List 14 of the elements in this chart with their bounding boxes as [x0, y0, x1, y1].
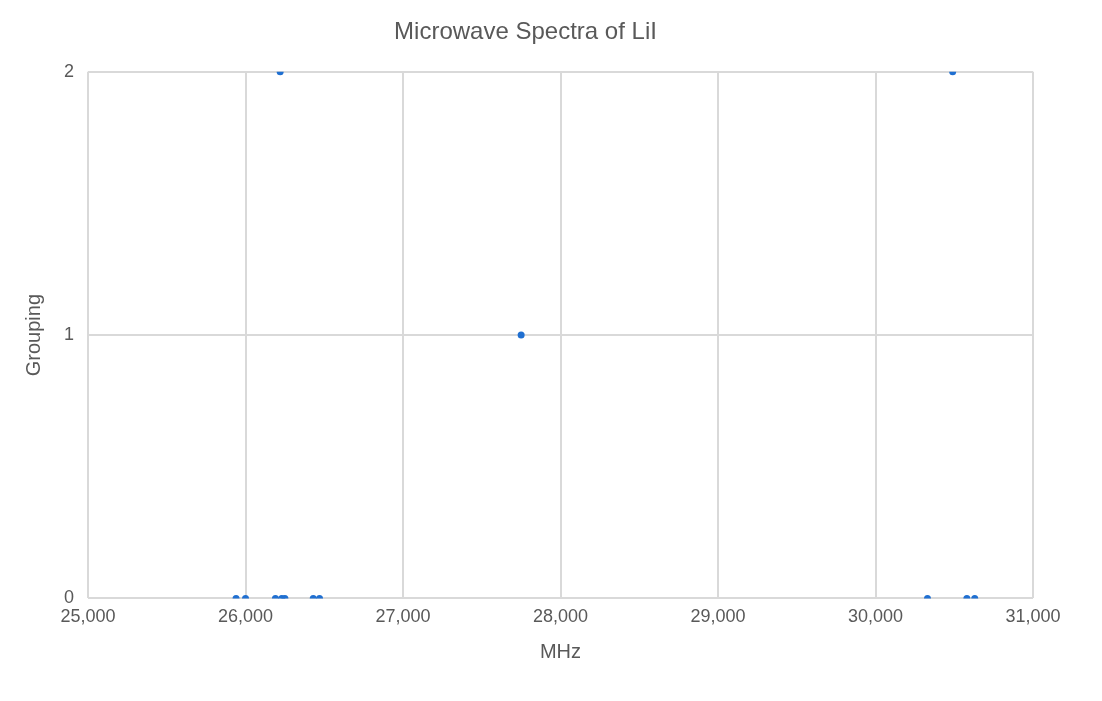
y-tick-label: 2 [64, 60, 75, 81]
x-tick-label: 29,000 [690, 606, 746, 627]
x-tick-label: 28,000 [532, 606, 589, 627]
x-axis-title: MHz [539, 639, 582, 662]
x-tick-label: 31,000 [1005, 606, 1061, 627]
x-tick-label: 27,000 [375, 606, 431, 627]
y-axis-title: Grouping [21, 293, 44, 377]
x-tick-label: 30,000 [847, 606, 904, 627]
chart-title: Microwave Spectra of LiI [394, 17, 657, 45]
x-tick-label: 26,000 [217, 606, 274, 627]
y-tick-label: 0 [64, 587, 75, 608]
y-tick-label: 1 [64, 324, 75, 345]
point [517, 331, 525, 339]
x-tick-label: 25,000 [60, 606, 116, 627]
